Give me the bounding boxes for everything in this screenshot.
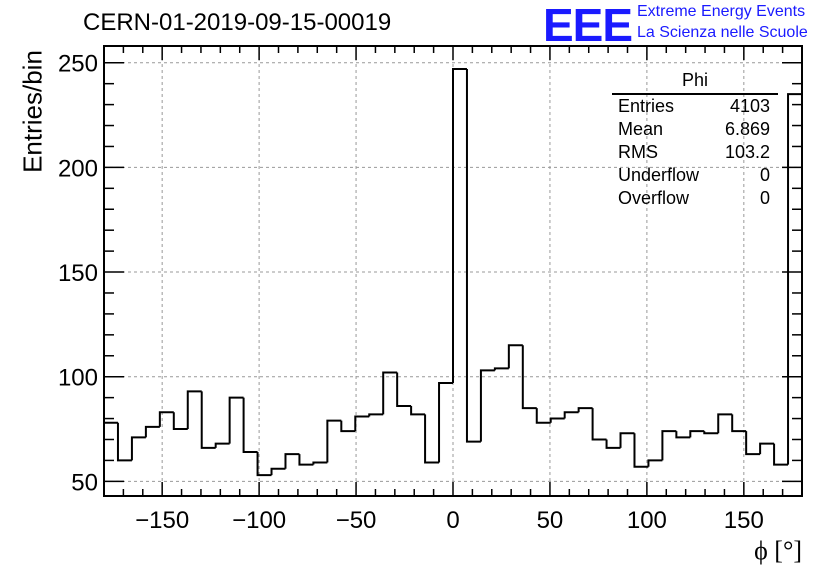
stats-row-entries: Entries 4103 xyxy=(608,95,778,118)
logo-line-1: Extreme Energy Events xyxy=(637,3,806,20)
histogram-bin xyxy=(689,430,705,438)
y-tick-label: 250 xyxy=(58,51,98,78)
histogram-bin xyxy=(773,443,789,466)
x-tick-label: −150 xyxy=(135,507,189,534)
histogram-bin xyxy=(116,422,132,462)
x-tick-label: 150 xyxy=(724,507,764,534)
y-tick-label: 200 xyxy=(58,155,98,182)
histogram-bin xyxy=(158,411,174,427)
histogram-bin xyxy=(242,397,258,454)
histogram-bin xyxy=(144,425,160,438)
histogram-bin xyxy=(535,408,551,424)
histogram-bin xyxy=(563,411,579,419)
histogram-bin xyxy=(479,369,495,442)
histogram-bin xyxy=(130,436,146,461)
histogram-bin xyxy=(675,431,691,439)
histogram-bin xyxy=(647,459,663,467)
histogram-bin xyxy=(703,431,719,435)
stats-row-underflow: Underflow 0 xyxy=(608,164,778,187)
histogram-bin xyxy=(172,412,188,431)
x-axis-label: ϕ [°] xyxy=(754,536,802,565)
histogram-bin xyxy=(354,415,370,432)
stats-row-mean: Mean 6.869 xyxy=(608,118,778,141)
x-tick-label: 50 xyxy=(537,507,564,534)
histogram-bin xyxy=(256,452,272,477)
histogram-bin xyxy=(465,69,481,443)
histogram-bin xyxy=(717,413,733,434)
x-tick-label: 0 xyxy=(446,507,459,534)
y-tick-label: 150 xyxy=(58,260,98,287)
stats-box: Phi Entries 4103 Mean 6.869 RMS 103.2 Un… xyxy=(608,70,778,210)
x-tick-label: −50 xyxy=(336,507,377,534)
histogram-bin xyxy=(619,432,635,448)
histogram-bin xyxy=(326,419,342,463)
histogram-bin xyxy=(745,431,761,456)
stats-value: 6.869 xyxy=(724,119,770,139)
x-tick-label: −100 xyxy=(232,507,286,534)
histogram-bin xyxy=(270,467,286,476)
histogram-bin xyxy=(521,345,537,410)
histogram-bin xyxy=(312,461,328,465)
histogram-bin xyxy=(228,396,244,444)
histogram-bin xyxy=(731,414,747,433)
histogram-bin xyxy=(493,367,509,371)
y-tick-label: 50 xyxy=(71,469,98,496)
histogram-bin xyxy=(214,442,230,448)
chart-title: CERN-01-2019-09-15-00019 xyxy=(83,9,392,36)
stats-label: Mean xyxy=(618,119,664,139)
histogram-bin xyxy=(382,371,398,415)
histogram-bin xyxy=(368,413,384,417)
stats-row-overflow: Overflow 0 xyxy=(608,187,778,210)
histogram-bin xyxy=(284,453,300,469)
histogram-bin xyxy=(452,68,467,383)
x-tick-label: 100 xyxy=(627,507,667,534)
stats-value: 0 xyxy=(759,188,770,208)
stats-label: Underflow xyxy=(618,165,700,185)
histogram-bin xyxy=(298,454,314,466)
eee-logo-mark: EEE xyxy=(543,0,633,51)
stats-title: Phi xyxy=(612,70,778,95)
histogram-bin xyxy=(424,414,440,464)
y-axis-label: Entries/bin xyxy=(17,50,48,173)
stats-row-rms: RMS 103.2 xyxy=(608,141,778,164)
stats-label: Overflow xyxy=(618,188,690,208)
histogram-bin xyxy=(507,344,523,369)
stats-value: 4103 xyxy=(729,96,770,116)
histogram-bin xyxy=(605,439,621,449)
stats-label: RMS xyxy=(618,142,658,162)
logo-line-2: La Scienza nelle Scuole xyxy=(637,24,808,41)
stats-value: 0 xyxy=(759,165,770,185)
histogram-bin xyxy=(633,433,649,468)
histogram-bin xyxy=(577,407,593,413)
histogram-bin xyxy=(186,390,202,430)
histogram-bin xyxy=(200,391,216,449)
y-tick-label: 100 xyxy=(58,365,98,392)
histogram-bin xyxy=(759,442,775,455)
histogram-bin xyxy=(591,408,607,441)
stats-label: Entries xyxy=(618,96,675,116)
histogram-bin xyxy=(410,406,426,416)
histogram-bin xyxy=(340,420,356,433)
histogram-bin xyxy=(549,417,565,423)
histogram-bin xyxy=(661,430,677,461)
histogram-bin xyxy=(396,372,412,407)
histogram-bin xyxy=(438,381,453,463)
histogram-bin xyxy=(787,93,802,465)
stats-value: 103.2 xyxy=(724,142,770,162)
